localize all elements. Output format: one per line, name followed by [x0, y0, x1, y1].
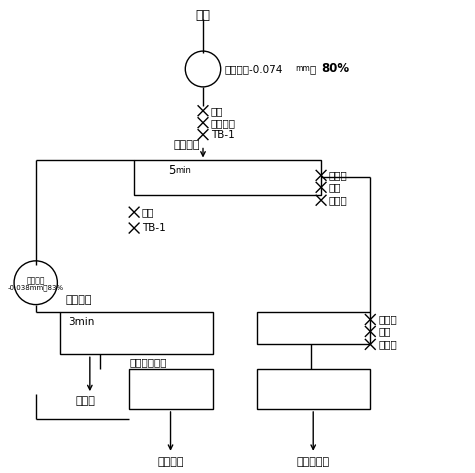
- Text: 磨矿细度-0.074: 磨矿细度-0.074: [225, 64, 283, 74]
- Text: 石灰: 石灰: [142, 207, 154, 217]
- Text: 黄药: 黄药: [378, 326, 390, 336]
- Text: 铜精矿: 铜精矿: [75, 396, 95, 406]
- Text: 磨矿细度: 磨矿细度: [27, 277, 45, 286]
- Bar: [129, 369, 213, 409]
- Bar: [60, 312, 213, 354]
- Text: TB-1: TB-1: [211, 130, 235, 140]
- Bar: [257, 312, 370, 344]
- Text: 3min: 3min: [68, 316, 95, 326]
- Text: 粗扫选尾矿: 粗扫选尾矿: [297, 457, 330, 467]
- Text: 黄药: 黄药: [329, 182, 342, 193]
- Text: mm: mm: [295, 64, 310, 73]
- Bar: [134, 160, 321, 195]
- Text: 5: 5: [169, 165, 176, 177]
- Text: 乙硫氮: 乙硫氮: [378, 315, 397, 324]
- Text: 松酯由: 松酯由: [378, 339, 397, 350]
- Text: 石灰: 石灰: [211, 106, 223, 116]
- Text: 原矿: 原矿: [196, 9, 210, 22]
- Text: 二步精选: 二步精选: [65, 295, 92, 305]
- Text: TB-1: TB-1: [142, 223, 166, 233]
- Text: 80%: 80%: [321, 62, 349, 76]
- Text: -0.038mm占83%: -0.038mm占83%: [8, 285, 64, 291]
- Bar: [257, 369, 370, 409]
- Text: 三步摇床重选: 三步摇床重选: [129, 357, 167, 367]
- Text: 乙硫氮: 乙硫氮: [329, 170, 348, 180]
- Text: 乙硫氮酯: 乙硫氮酯: [211, 118, 236, 128]
- Text: 摇床尾矿: 摇床尾矿: [157, 457, 184, 467]
- Text: min: min: [175, 166, 191, 175]
- Text: 一步粗选: 一步粗选: [173, 140, 200, 150]
- Text: 占: 占: [309, 64, 315, 74]
- Text: 松酯由: 松酯由: [329, 195, 348, 205]
